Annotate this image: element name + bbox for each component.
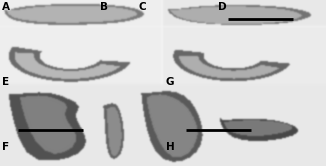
Text: E: E (2, 77, 9, 87)
Text: B: B (100, 2, 109, 12)
Text: A: A (2, 2, 10, 12)
Text: F: F (2, 142, 9, 152)
Text: C: C (139, 2, 146, 12)
Text: D: D (218, 2, 226, 12)
Text: H: H (166, 142, 174, 152)
Text: G: G (166, 77, 174, 87)
